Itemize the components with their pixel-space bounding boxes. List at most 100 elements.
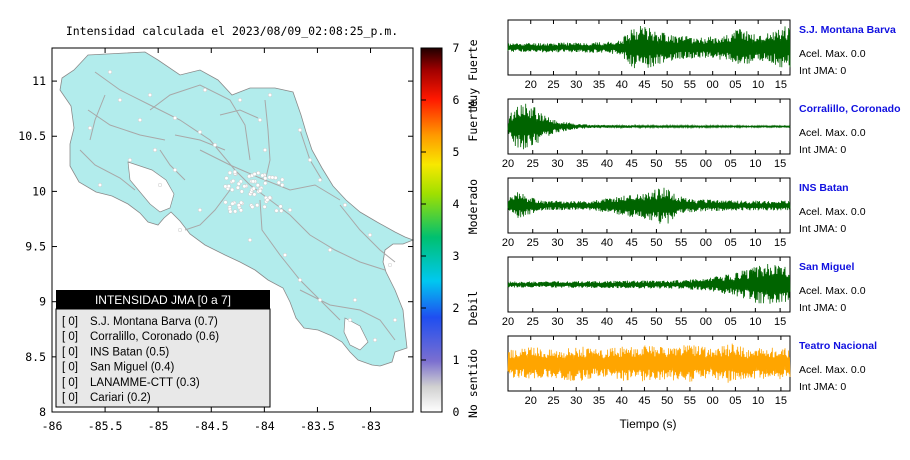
station-dot [278, 204, 283, 209]
map-x-tick-label: -83.5 [300, 419, 335, 433]
seismogram-tick-label: 00 [707, 79, 719, 91]
seismogram-tick-label: 25 [527, 237, 539, 249]
station-dot [223, 200, 228, 205]
station-dot [172, 167, 178, 173]
colorbar-label: Debil [466, 291, 480, 326]
map-y-tick-label: 8 [39, 405, 46, 419]
station-dot [297, 127, 303, 133]
station-dot [172, 115, 178, 121]
station-dot [237, 97, 243, 103]
station-dot [274, 208, 279, 213]
seismogram-tick-label: 55 [675, 237, 687, 249]
station-dot [392, 317, 398, 323]
seismogram-panel: 20 25 30 35 40 45 50 55 00 05 10 15 Teatro Nacional A… [507, 335, 877, 407]
seismogram-tick-label: 05 [729, 395, 741, 407]
station-dot [263, 176, 268, 181]
legend-item-text: INS Batan (0.5) [90, 346, 169, 358]
gulf-nicoya [127, 161, 175, 213]
station-accel: Acel. Max. 0.0 [799, 127, 866, 139]
seismogram-tick-label: 05 [725, 158, 737, 170]
station-dot [307, 157, 313, 163]
seismogram-tick-label: 15 [774, 316, 786, 328]
station-dot [87, 125, 93, 131]
station-dot [230, 187, 235, 192]
map-y-tick-label: 9.5 [25, 240, 46, 254]
station-accel: Acel. Max. 0.0 [799, 48, 866, 60]
seismogram-tick-label: 45 [626, 316, 638, 328]
station-dot [137, 117, 143, 123]
seismogram-trace [507, 263, 791, 304]
station-dot [260, 173, 265, 178]
seismogram-tick-label: 00 [707, 395, 719, 407]
seismogram-tick-label: 05 [725, 237, 737, 249]
seismogram-tick-label: 40 [601, 316, 613, 328]
land-shape [59, 51, 415, 367]
station-dot [247, 237, 253, 243]
station-dot [262, 147, 268, 153]
legend-item-badge: [ 0] [62, 316, 78, 328]
seismogram-tick-label: 50 [661, 79, 673, 91]
station-dot [107, 69, 113, 75]
station-name: INS Batan [799, 182, 849, 194]
legend-items: [ 0] S.J. Montana Barva (0.7) [ 0] Corralil… [62, 316, 219, 404]
seismogram-tick-label: 00 [700, 158, 712, 170]
station-dot [147, 92, 153, 98]
seismogram-tick-label: 20 [525, 395, 537, 407]
legend-item-badge: [ 0] [62, 362, 78, 374]
seismogram-tick-label: 10 [752, 395, 764, 407]
station-accel: Acel. Max. 0.0 [799, 206, 866, 218]
station-accel: Acel. Max. 0.0 [799, 285, 866, 297]
seismogram-tick-label: 55 [675, 316, 687, 328]
seismogram-tick-label: 35 [576, 158, 588, 170]
map-y-tick-label: 11 [32, 74, 46, 88]
map-x-tick-label: -84 [254, 419, 275, 433]
station-dot [255, 203, 260, 208]
station-dot [342, 202, 348, 208]
station-jma: Int JMA: 0 [799, 381, 846, 393]
station-jma: Int JMA: 0 [799, 65, 846, 77]
seismogram-tick-label: 50 [650, 158, 662, 170]
station-dot [228, 209, 233, 214]
station-dot [251, 186, 256, 191]
station-dot [236, 203, 241, 208]
legend-item: [ 0] S.J. Montana Barva (0.7) [62, 316, 218, 328]
station-dot [250, 204, 255, 209]
station-dot [224, 176, 229, 181]
legend-item-badge: [ 0] [62, 331, 78, 343]
seismogram-tick-label: 35 [576, 316, 588, 328]
colorbar-label: Moderado [466, 179, 480, 234]
legend-header [56, 290, 270, 309]
colorbar-label: Fuerte [466, 100, 480, 142]
colorbar-gradient [420, 47, 443, 413]
map-y-tick-label: 8.5 [25, 350, 46, 364]
legend-item-badge: [ 0] [62, 392, 78, 404]
legend-item-text: Corralillo, Coronado (0.6) [90, 331, 219, 343]
station-dot [223, 184, 228, 189]
map-title: Intensidad calculada el 2023/08/09_02:08… [66, 24, 398, 38]
station-dot [287, 207, 293, 213]
seismogram-tick-label: 45 [638, 79, 650, 91]
golfo-dulce [343, 317, 369, 351]
seismogram-tick-label: 05 [729, 79, 741, 91]
colorbar-tick-label: 2 [453, 301, 460, 315]
seismogram-tick-label: 25 [527, 158, 539, 170]
seismogram-tick-label: 25 [527, 316, 539, 328]
station-dot [177, 227, 183, 233]
seismogram-tick-label: 15 [775, 79, 787, 91]
seismogram-tick-label: 25 [547, 395, 559, 407]
station-dot [352, 297, 358, 303]
seismogram-trace [507, 25, 791, 69]
time-axis-label: Tiempo (s) [620, 417, 677, 431]
station-dot [239, 189, 244, 194]
legend-item-text: San Miguel (0.4) [90, 362, 175, 374]
station-dot [280, 177, 285, 182]
station-dot [252, 192, 257, 197]
legend-item-badge: [ 0] [62, 346, 78, 358]
seismogram-tick-label: 10 [749, 316, 761, 328]
colorbar-tick-label: 1 [453, 353, 460, 367]
station-dot [226, 184, 231, 189]
station-dot [267, 195, 272, 200]
map-y-axis: 11 10.5 10 9.5 9 8.5 8 [18, 74, 413, 419]
station-dot [267, 92, 273, 98]
seismogram-panel: 20 25 30 35 40 45 50 55 00 05 10 15 Corralillo, Coro… [502, 98, 901, 170]
